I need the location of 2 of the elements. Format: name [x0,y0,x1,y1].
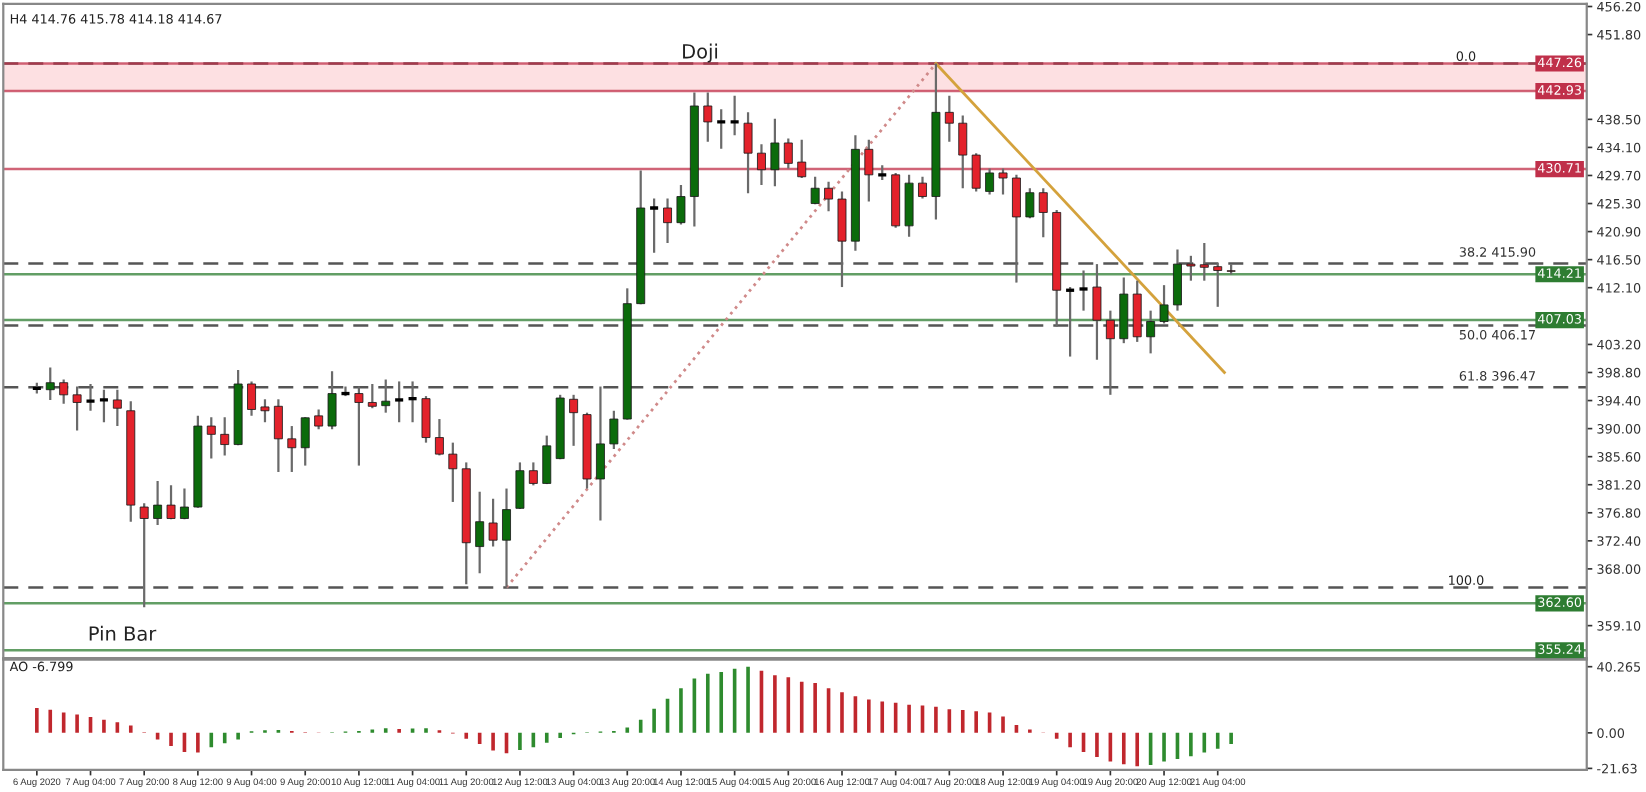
annotation: Pin Bar [89,625,157,641]
annotation: Doji [683,43,718,63]
